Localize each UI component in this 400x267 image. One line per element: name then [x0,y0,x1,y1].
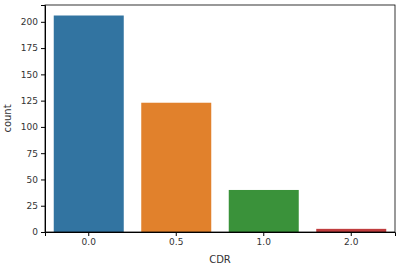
y-tick-mark [41,127,45,128]
x-tick-label: 1.0 [257,237,272,247]
x-tick-mark [88,232,89,236]
x-tick-mark [176,232,177,236]
bar [141,103,211,232]
y-tick: 175 [21,43,45,53]
bar [229,190,299,232]
x-tick-mark [263,232,264,236]
x-tick-label: 2.0 [344,237,359,247]
y-tick-label: 0 [32,227,38,237]
x-axis: 0.0 0.5 1.0 2.0 [46,232,396,247]
y-tick-mark [41,22,45,23]
y-tick: 125 [21,96,45,106]
y-tick-label: 125 [21,96,38,106]
y-tick-mark [41,74,45,75]
y-tick-mark [41,206,45,207]
chart: 0 25 50 75 100 125 150 175 200 0.0 0.5 1.0 2.0 CDR cou… [0,0,400,267]
y-tick-label: 150 [21,70,38,80]
y-tick-mark [41,153,45,154]
y-tick: 200 [21,17,45,27]
y-tick-label: 100 [21,122,38,132]
x-tick: 1.0 [257,232,272,247]
x-tick-label: 0.5 [169,237,183,247]
y-tick-mark [41,101,45,102]
x-axis-line [46,233,396,237]
y-tick: 0 [32,227,45,237]
y-tick: 150 [21,70,45,80]
y-tick-label: 50 [27,175,39,185]
y-axis: 0 25 50 75 100 125 150 175 200 [21,6,46,238]
x-tick-label: 0.0 [82,237,97,247]
y-tick: 75 [27,149,45,159]
y-tick-mark [41,232,45,233]
bars [54,16,387,232]
y-tick-mark [41,48,45,49]
plot-area: 0 25 50 75 100 125 150 175 200 0.0 0.5 1.0 2.0 [21,5,396,247]
y-tick-label: 175 [21,43,38,53]
x-tick-mark [351,232,352,236]
bar [54,16,124,232]
y-tick-label: 25 [27,201,38,211]
bar [316,229,386,232]
y-tick-label: 75 [27,149,38,159]
frame [45,5,395,232]
x-tick: 2.0 [344,232,359,247]
x-tick: 0.5 [169,232,183,247]
y-tick: 100 [21,122,45,132]
y-axis-title: count [2,104,13,132]
x-tick: 0.0 [82,232,97,247]
y-tick: 50 [27,175,45,185]
x-axis-title: CDR [209,254,231,265]
y-axis-line [41,6,46,233]
y-tick-label: 200 [21,17,38,27]
y-tick-mark [41,179,45,180]
y-tick: 25 [27,201,45,211]
